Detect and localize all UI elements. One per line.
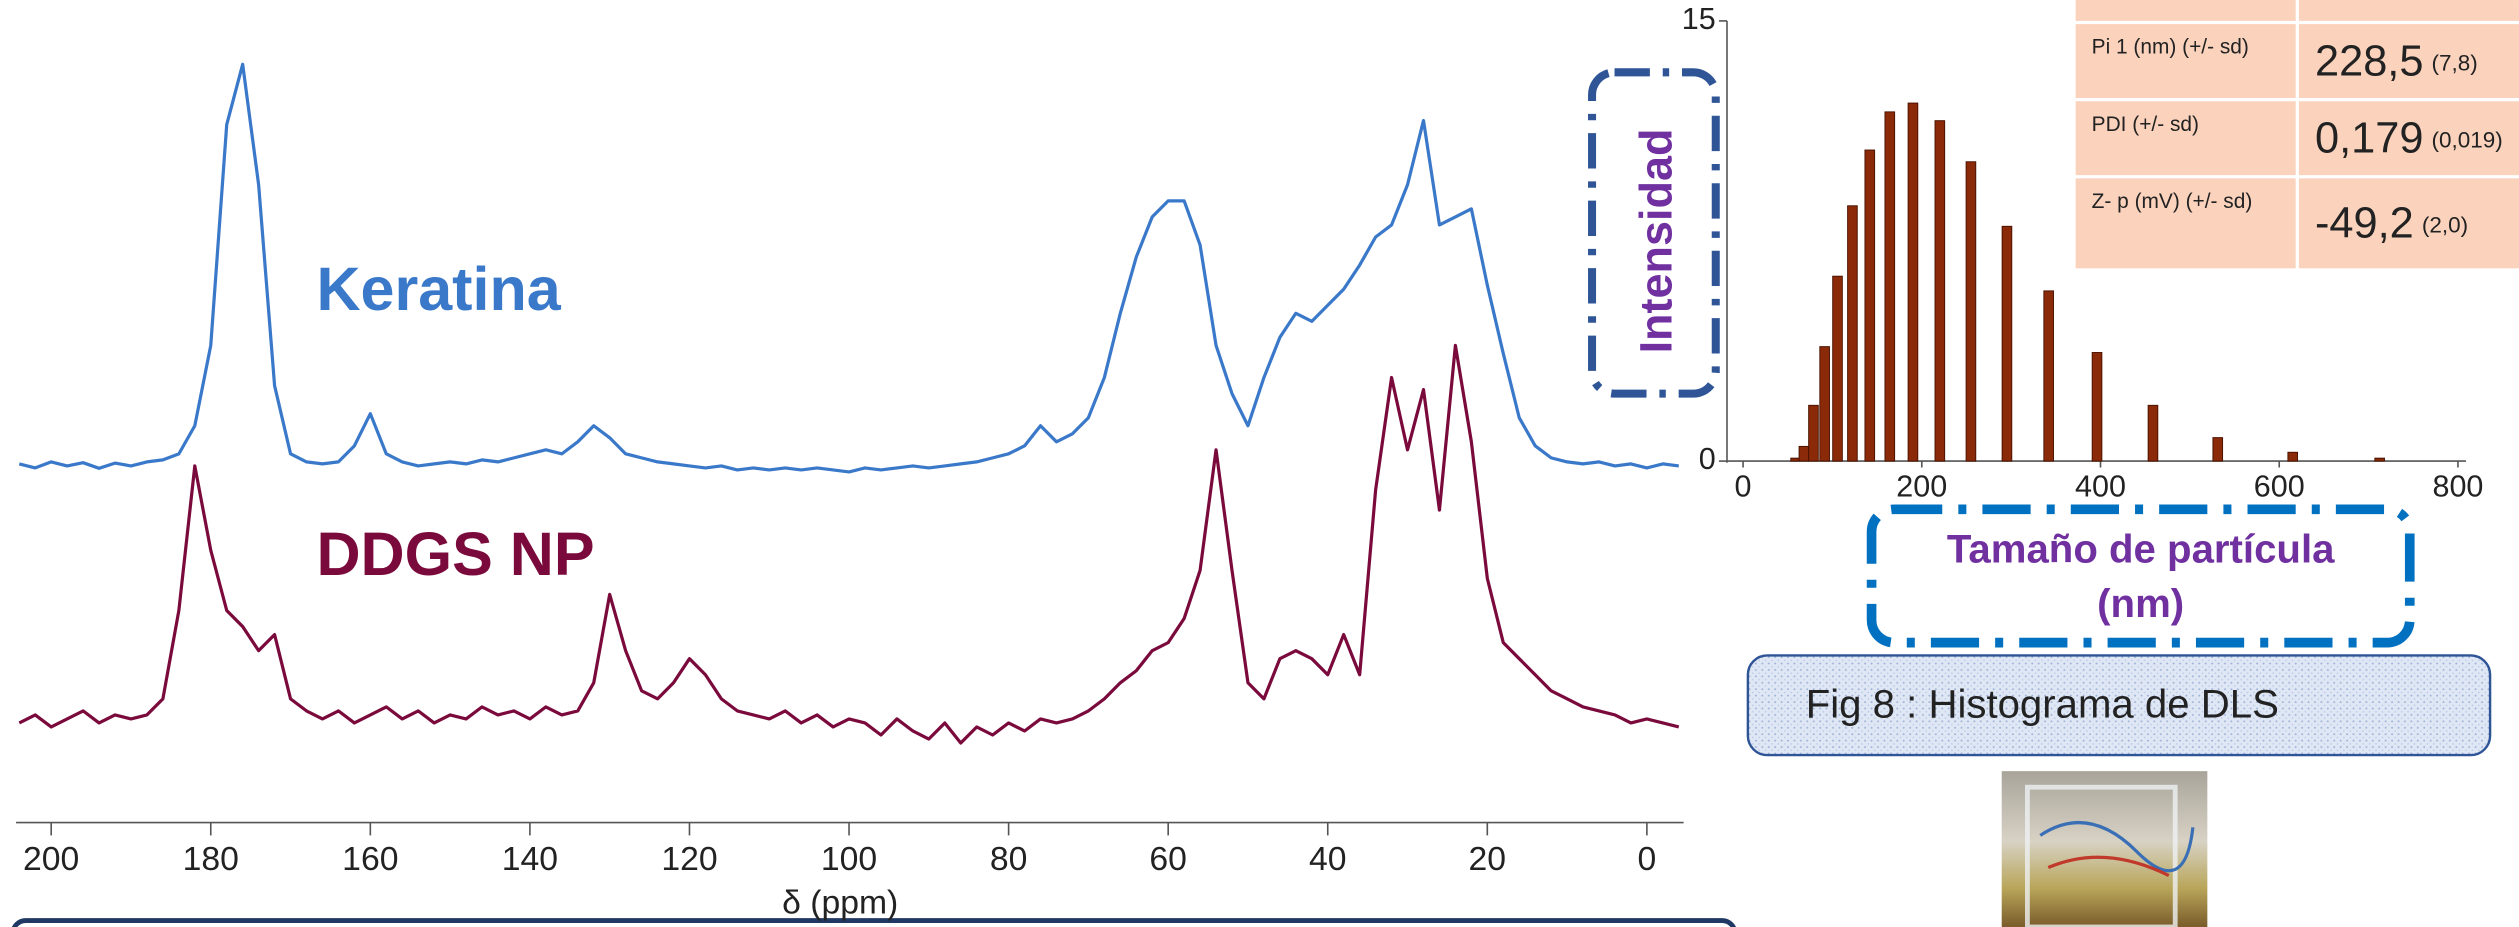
- photo-wire: [2039, 821, 2195, 873]
- caption-box: [1746, 654, 2492, 757]
- bar: [2374, 457, 2385, 462]
- y-label-frame: [1588, 68, 1720, 398]
- sd: (7,8): [2432, 50, 2478, 75]
- x-tick-label: 100: [821, 840, 877, 878]
- x-tick-label: 200: [23, 840, 79, 878]
- x-tick-label: 80: [990, 840, 1028, 878]
- bar: [1884, 111, 1896, 462]
- caption: Fig 8 : Histograma de DLS: [1806, 681, 2279, 726]
- x-axis-label: δ (ppm): [782, 883, 898, 921]
- x-tick-label: 600: [2254, 469, 2305, 503]
- y-tick-label: 15: [1682, 2, 1716, 36]
- bar: [1934, 120, 1946, 462]
- x-tick-label: 0: [1735, 469, 1752, 503]
- bar: [1832, 275, 1843, 462]
- table-cell: [2298, 178, 2519, 269]
- photo: [2001, 771, 2208, 927]
- bar: [1864, 149, 1876, 462]
- bar: [1847, 205, 1858, 462]
- bar: [2043, 290, 2054, 462]
- y-axis-label: Intensidad: [1630, 129, 1681, 354]
- row-label: PDI (+/- sd): [2092, 113, 2199, 136]
- sd: (0,019): [2432, 127, 2503, 152]
- sd: (2,0): [2422, 212, 2468, 237]
- table-cell: [2298, 24, 2519, 99]
- x-tick-label: 120: [661, 840, 717, 878]
- series-label: Keratina: [316, 255, 561, 323]
- table-cell: [2075, 0, 2296, 21]
- x-tick-label: 800: [2432, 469, 2483, 503]
- value: 228,5: [2315, 38, 2424, 86]
- frame: [11, 918, 1737, 927]
- value: 0,179: [2315, 115, 2424, 163]
- histogram-chart: Intensidad Tamaño de partícula (nm) 0 15 0…: [1588, 2, 2483, 648]
- y-tick-label: 0: [1699, 442, 1716, 476]
- table-cell: [2298, 0, 2519, 21]
- row-value: 228,5 (7,8): [2315, 38, 2478, 86]
- bar: [1907, 102, 1919, 462]
- table-cell: [2075, 101, 2296, 176]
- spectrum-line: [18, 62, 1679, 474]
- bar: [2091, 352, 2103, 462]
- table-cell: [2298, 101, 2519, 176]
- x-tick-label: 180: [183, 840, 239, 878]
- row-label: Z- p (mV) (+/- sd): [2092, 190, 2253, 213]
- x-tick-label: 400: [2075, 469, 2126, 503]
- value: -49,2: [2315, 200, 2414, 248]
- series-label: DDGS NP: [316, 520, 594, 588]
- x-tick-label: 60: [1149, 840, 1187, 878]
- nmr-chart: δ (ppm) 200 180 160 140 120 100 80 60 40 20 0Kerat…: [16, 62, 1684, 921]
- x-axis-label: Tamaño de partícula (nm): [1946, 526, 2335, 627]
- table-cell: [2075, 24, 2296, 99]
- bar: [2001, 225, 2013, 462]
- row-value: -49,2 (2,0): [2315, 200, 2468, 248]
- table-cell: [2075, 178, 2296, 269]
- row-label: Pi 1 (nm) (+/- sd): [2092, 36, 2249, 59]
- x-axis-label-box: Tamaño de partícula (nm): [1946, 526, 2335, 627]
- bar: [1965, 161, 1977, 462]
- x-tick-label: 140: [502, 840, 558, 878]
- bar: [1819, 346, 1830, 462]
- x-tick-label: 200: [1896, 469, 1947, 503]
- bar: [2212, 437, 2224, 462]
- x-tick-label: 20: [1469, 840, 1507, 878]
- x-tick-label: 40: [1309, 840, 1347, 878]
- x-label-frame: [1866, 504, 2415, 648]
- row-value: 0,179 (0,019): [2315, 115, 2503, 163]
- spectrum-line: [18, 343, 1680, 745]
- results-table: Pi 1 (nm) (+/- sd) 228,5 (7,8) PDI (+/- sd)…: [2075, 0, 2519, 269]
- bar: [1798, 445, 1810, 462]
- x-tick-label: 160: [342, 840, 398, 878]
- photo-wire: [2047, 855, 2170, 878]
- bar: [2147, 404, 2159, 462]
- bar: [1808, 404, 1819, 462]
- bar: [2287, 451, 2299, 462]
- x-tick-label: 0: [1638, 840, 1657, 878]
